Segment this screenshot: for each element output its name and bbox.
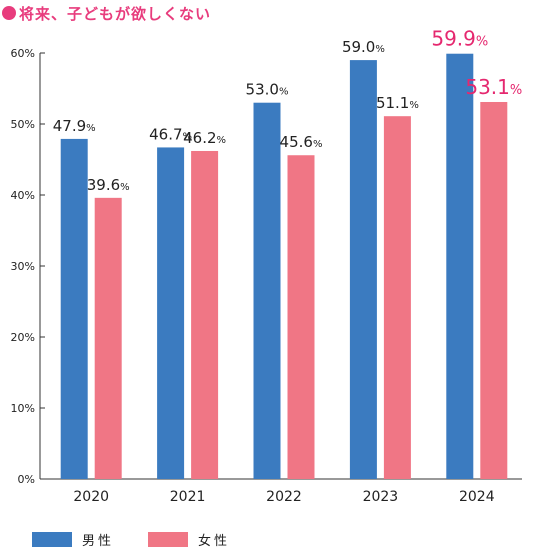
bar-male-2021 [157,147,185,479]
data-label-female-2024: 53.1% [465,75,522,99]
legend-label-male: 男性 [82,534,115,549]
data-label-male-2021: 46.7% [149,125,192,143]
chart-title: 将来、子どもが欲しくない [2,2,211,24]
data-label-female-2022: 45.6% [280,133,323,151]
legend-item-female: 女性 [148,530,230,549]
bar-female-2021 [191,150,219,480]
data-label-male-2020: 47.9% [53,117,96,135]
y-tick-label: 40% [11,189,35,202]
bar-male-2022 [253,102,281,479]
data-label-female-2021: 46.2% [183,129,226,147]
bar-female-2024 [480,101,508,480]
legend: 男性 女性 [32,530,264,549]
y-tick-label: 0% [18,473,35,486]
data-label-female-2020: 39.6% [87,176,130,194]
x-tick-label: 2021 [170,489,206,505]
y-tick-label: 50% [11,118,35,131]
data-label-male-2024: 59.9% [431,27,488,51]
bar-male-2023 [349,60,377,479]
chart-title-text: 将来、子どもが欲しくない [19,4,212,23]
bar-female-2023 [383,116,411,479]
legend-label-female: 女性 [198,534,231,549]
x-tick-label: 2022 [266,489,302,505]
bar-male-2020 [60,138,88,479]
legend-swatch-female [148,532,189,547]
data-label-male-2022: 53.0% [246,81,289,99]
data-label-male-2023: 59.0% [342,38,385,56]
bar-chart: 0% 10% 20% 30% 40% 50% 60% 2020 47.9% 39.6% 2021 46… [11,27,523,505]
bar-female-2020 [94,197,122,479]
y-tick-label: 60% [11,47,35,60]
legend-item-male: 男性 [32,530,114,549]
data-label-female-2023: 51.1% [376,94,419,112]
y-tick-label: 20% [11,331,35,344]
title-bullet-icon [2,6,16,20]
x-tick-label: 2023 [363,489,399,505]
bar-male-2024 [446,53,474,480]
legend-swatch-male [32,532,72,547]
y-tick-label: 30% [11,260,35,273]
y-tick-label: 10% [11,402,35,415]
bar-female-2022 [287,155,315,480]
x-tick-label: 2024 [459,489,495,505]
x-tick-label: 2020 [73,489,109,505]
